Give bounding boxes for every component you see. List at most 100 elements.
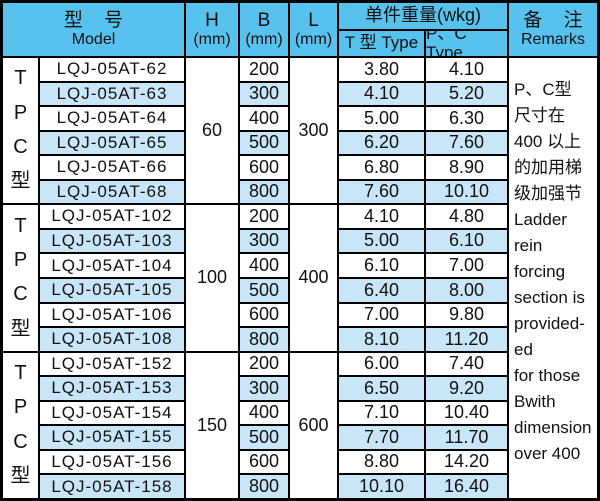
pc-weight-cell: 4.10: [426, 58, 507, 81]
side-label-char: P: [13, 249, 28, 272]
b-value-cell: 300: [240, 377, 288, 400]
model-cell: LQJ-05AT-152: [40, 352, 184, 376]
pc-weight-cell: 10.40: [426, 401, 507, 425]
weight-column-header: 单件重量(wkg): [339, 3, 507, 29]
remarks-cell: P、C型尺寸在 400 以上 的加用梯级加强节 Ladder rein forcing se…: [509, 58, 597, 498]
model-column-header: 型 号 Model: [3, 3, 184, 56]
model-header-en: Model: [71, 31, 116, 49]
b-value-cell: 500: [240, 426, 288, 449]
model-cell: LQJ-05AT-158: [40, 475, 184, 498]
pc-weight-cell: 5.20: [426, 82, 507, 106]
h-header-unit: (mm): [193, 31, 231, 49]
side-label-char: C: [13, 283, 28, 306]
b-value-cell: 600: [240, 303, 288, 327]
remarks-header-zh: 备 注: [523, 9, 583, 31]
t-weight-cell: 4.10: [339, 82, 424, 106]
pc-weight-cell: 7.60: [426, 131, 507, 155]
h-column-header: H (mm): [186, 3, 238, 56]
pc-weight-cell: 9.20: [426, 377, 507, 400]
t-weight-cell: 5.00: [339, 107, 424, 130]
pc-weight-cell: 14.20: [426, 450, 507, 474]
b-value-cell: 200: [240, 352, 288, 376]
model-cell: LQJ-05AT-108: [40, 328, 184, 351]
pc-type-subheader: P、C Type: [426, 31, 507, 56]
remarks-line: Ladder: [514, 210, 567, 229]
remarks-line: P、C型: [514, 80, 572, 99]
pc-weight-cell: 8.00: [426, 278, 507, 302]
b-value-cell: 400: [240, 254, 288, 277]
model-cell: LQJ-05AT-153: [40, 377, 184, 400]
t-weight-cell: 3.80: [339, 58, 424, 81]
model-cell: LQJ-05AT-102: [40, 205, 184, 228]
t-weight-cell: 7.70: [339, 426, 424, 449]
remarks-line: ed: [514, 340, 533, 359]
model-cell: LQJ-05AT-156: [40, 450, 184, 474]
remarks-line: dimension: [514, 418, 592, 437]
side-label-char: C: [13, 430, 28, 453]
remarks-header-en: Remarks: [520, 31, 585, 49]
model-header-zh: 型 号: [63, 9, 124, 31]
pc-weight-cell: 11.70: [426, 426, 507, 449]
b-value-cell: 800: [240, 475, 288, 498]
h-value-cell: 60: [186, 58, 238, 204]
side-label-char: P: [13, 101, 28, 124]
remarks-line: 的加用梯: [514, 158, 582, 177]
side-label-char: C: [13, 136, 28, 159]
b-column-header: B (mm): [240, 3, 288, 56]
model-cell: LQJ-05AT-63: [40, 82, 184, 106]
pc-weight-cell: 11.20: [426, 328, 507, 351]
side-label-char: 型: [10, 465, 31, 487]
side-label-char: P: [13, 396, 28, 419]
b-value-cell: 300: [240, 82, 288, 106]
remarks-line: forcing: [514, 262, 566, 281]
remarks-line: section is: [514, 288, 585, 307]
t-weight-cell: 6.20: [339, 131, 424, 155]
b-value-cell: 500: [240, 278, 288, 302]
h-value-cell: 100: [186, 205, 238, 351]
remarks-line: rein: [514, 236, 543, 255]
b-value-cell: 800: [240, 328, 288, 351]
model-cell: LQJ-05AT-104: [40, 254, 184, 277]
t-weight-cell: 8.80: [339, 450, 424, 474]
b-header-letter: B: [257, 9, 271, 31]
model-cell: LQJ-05AT-62: [40, 58, 184, 81]
t-weight-cell: 7.60: [339, 180, 424, 204]
t-weight-cell: 10.10: [339, 475, 424, 498]
t-weight-cell: 6.00: [339, 352, 424, 376]
remarks-line: 级加强节: [514, 184, 582, 203]
b-value-cell: 300: [240, 229, 288, 253]
remarks-column-header: 备 注 Remarks: [509, 3, 597, 56]
h-header-letter: H: [205, 9, 219, 31]
h-value-cell: 150: [186, 352, 238, 498]
t-weight-cell: 7.10: [339, 401, 424, 425]
model-cell: LQJ-05AT-103: [40, 229, 184, 253]
t-weight-cell: 8.10: [339, 328, 424, 351]
side-label-char: 型: [10, 170, 31, 193]
side-label-char: T: [14, 214, 27, 237]
t-weight-cell: 7.00: [339, 303, 424, 327]
remarks-line: 尺寸在: [514, 106, 565, 125]
t-weight-cell: 6.10: [339, 254, 424, 277]
b-header-unit: (mm): [245, 31, 283, 49]
model-cell: LQJ-05AT-65: [40, 131, 184, 155]
pc-weight-cell: 7.40: [426, 352, 507, 376]
remarks-line: Bwith: [514, 392, 556, 411]
remarks-line: over 400: [514, 444, 581, 463]
side-label-char: 型: [10, 317, 31, 340]
t-weight-cell: 6.80: [339, 156, 424, 179]
model-cell: LQJ-05AT-105: [40, 278, 184, 302]
b-value-cell: 200: [240, 58, 288, 81]
t-weight-cell: 4.10: [339, 205, 424, 228]
l-header-unit: (mm): [294, 31, 333, 49]
l-value-cell: 400: [290, 205, 337, 351]
side-label-char: T: [14, 67, 27, 90]
side-label-char: T: [14, 362, 27, 385]
b-value-cell: 500: [240, 131, 288, 155]
b-value-cell: 200: [240, 205, 288, 228]
l-header-letter: L: [308, 9, 319, 31]
model-cell: LQJ-05AT-154: [40, 401, 184, 425]
remarks-line: 400 以上: [514, 132, 582, 151]
